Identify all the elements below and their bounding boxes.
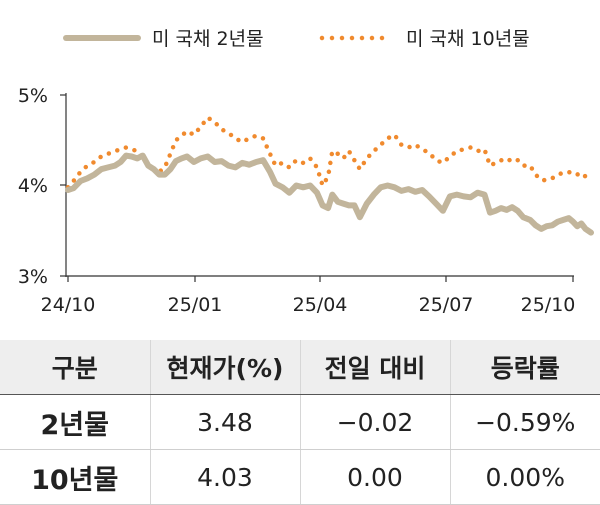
- row-name: 10년물: [0, 449, 150, 505]
- row-pct: 0.00%: [449, 449, 600, 505]
- legend-2y-label: 미 국채 2년물: [152, 28, 264, 50]
- row-name: 2년물: [0, 394, 150, 450]
- x-axis: 24/10 25/01 25/04 25/07 25/10: [41, 275, 576, 316]
- x-tick-label-2501: 25/01: [168, 294, 223, 316]
- row-change: −0.02: [299, 394, 450, 450]
- header-category: 구분: [0, 340, 150, 395]
- x-tick-label-2507: 25/07: [419, 294, 474, 316]
- row-pct: −0.59%: [449, 394, 600, 450]
- legend-10y-label: 미 국채 10년물: [406, 28, 530, 50]
- plot-series: [65, 115, 594, 236]
- table-row: 10년물 4.03 0.00 0.00%: [0, 449, 600, 505]
- chart-legend: 미 국채 2년물 미 국채 10년물: [63, 28, 530, 50]
- row-price: 4.03: [149, 449, 300, 505]
- yield-quote-table: 구분 현재가(%) 전일 대비 등락률 2년물 3.48 −0.02 −0.59…: [0, 340, 600, 505]
- series-line-2y: [65, 152, 594, 236]
- y-tick-label-4: 4%: [18, 175, 48, 197]
- row-price: 3.48: [149, 394, 300, 450]
- header-current-price: 현재가(%): [149, 340, 300, 395]
- x-tick-label-2510: 25/10: [521, 294, 576, 316]
- y-tick-label-5: 5%: [18, 85, 48, 107]
- series-line-10y: [65, 115, 594, 190]
- y-axis: 5% 4% 3%: [18, 85, 67, 288]
- header-change-rate: 등락률: [449, 340, 600, 395]
- yield-line-chart: 미 국채 2년물 미 국채 10년물 5% 4% 3% 24/10 25/01 …: [18, 28, 594, 316]
- row-change: 0.00: [299, 449, 450, 505]
- header-day-change: 전일 대비: [299, 340, 450, 395]
- x-tick-label-2504: 25/04: [293, 294, 348, 316]
- x-tick-label-2410: 24/10: [41, 294, 96, 316]
- y-tick-label-3: 3%: [18, 266, 48, 288]
- table-row: 2년물 3.48 −0.02 −0.59%: [0, 394, 600, 450]
- table-header-row: 구분 현재가(%) 전일 대비 등락률: [0, 340, 600, 395]
